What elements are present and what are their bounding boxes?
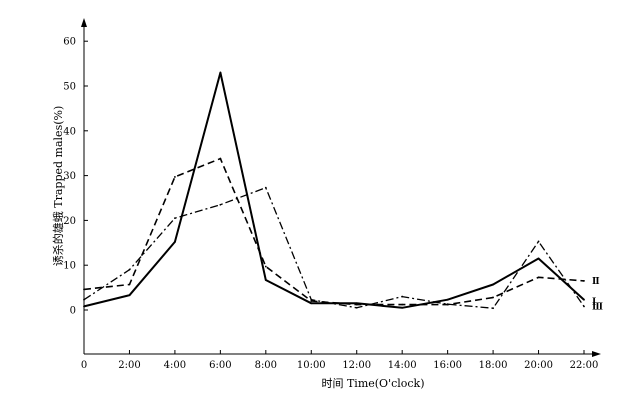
data-point xyxy=(537,257,540,260)
x-tick-label: 20:00 xyxy=(524,360,553,371)
data-point xyxy=(128,268,131,271)
y-tick-label: 10 xyxy=(63,261,76,272)
data-point xyxy=(264,265,267,268)
x-tick-label: 8:00 xyxy=(255,360,277,371)
data-point xyxy=(219,157,222,160)
data-point xyxy=(492,296,494,299)
data-point xyxy=(219,203,222,206)
data-point xyxy=(583,279,585,282)
y-tick-label: 60 xyxy=(63,37,76,48)
y-axis-title: 诱杀的雄蛾 Trapped males(%) xyxy=(51,106,65,266)
x-tick-label: 10:00 xyxy=(297,360,326,371)
data-point xyxy=(401,295,404,298)
data-point xyxy=(264,186,267,189)
data-point xyxy=(355,302,358,305)
data-point xyxy=(492,283,494,286)
y-tick-label: 20 xyxy=(63,216,76,227)
data-point xyxy=(219,71,222,74)
data-point xyxy=(174,176,176,178)
x-tick-label: 6:00 xyxy=(209,360,231,371)
axes xyxy=(81,18,601,357)
data-point xyxy=(537,240,540,243)
series-end-label: Ⅱ xyxy=(592,277,600,287)
series-line-3 xyxy=(83,187,585,309)
y-tick-label: 30 xyxy=(63,171,76,182)
data-point xyxy=(174,241,176,243)
data-point xyxy=(537,276,540,279)
chart-labels: 0 10 20 30 40 50 60 0 2:00 4:00 6:00 8:00 10:00 12:00… xyxy=(51,37,603,390)
data-point xyxy=(446,298,449,301)
data-point xyxy=(83,288,85,291)
x-tick-label: 16:00 xyxy=(433,360,462,371)
data-point xyxy=(310,302,313,305)
y-axis-arrow xyxy=(81,18,87,27)
x-tick-label: 14:00 xyxy=(388,360,417,371)
tick-marks xyxy=(83,40,585,354)
data-point xyxy=(583,298,585,301)
y-tick-label: 0 xyxy=(70,306,76,317)
x-axis-arrow xyxy=(592,351,601,357)
data-point xyxy=(583,305,585,308)
series-end-label: Ⅲ xyxy=(592,302,603,312)
data-point xyxy=(128,283,131,286)
data-point xyxy=(128,294,131,297)
data-point xyxy=(401,306,404,309)
x-tick-label: 2:00 xyxy=(118,360,140,371)
data-point xyxy=(83,305,85,308)
data-point xyxy=(401,303,404,306)
data-point xyxy=(446,303,449,306)
data-point xyxy=(355,303,358,306)
series-lines xyxy=(83,71,585,310)
y-tick-label: 50 xyxy=(63,82,76,93)
y-tick-label: 40 xyxy=(63,126,76,137)
data-point xyxy=(174,217,176,220)
data-point xyxy=(310,298,313,301)
data-point xyxy=(83,298,85,301)
x-tick-label: 22:00 xyxy=(570,360,599,371)
x-tick-label: 4:00 xyxy=(164,360,186,371)
series-line-2 xyxy=(83,157,585,306)
x-tick-label: 0 xyxy=(81,360,87,371)
series-line-1 xyxy=(83,71,585,309)
data-point xyxy=(310,300,313,302)
x-axis-title: 时间 Time(O'clock) xyxy=(321,377,424,390)
data-point xyxy=(355,306,358,309)
data-point xyxy=(492,307,494,310)
series-end-label: Ⅰ xyxy=(592,298,596,308)
x-tick-label: 18:00 xyxy=(479,360,508,371)
x-tick-label: 12:00 xyxy=(342,360,371,371)
data-point xyxy=(264,279,267,281)
